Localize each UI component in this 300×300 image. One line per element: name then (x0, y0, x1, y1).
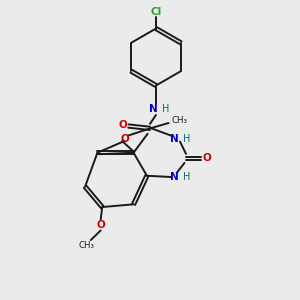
Text: O: O (118, 119, 127, 130)
Text: O: O (96, 220, 105, 230)
Text: O: O (202, 153, 211, 164)
Text: CH₃: CH₃ (79, 241, 94, 250)
Text: CH₃: CH₃ (171, 116, 188, 125)
Text: N: N (149, 104, 158, 115)
Text: Cl: Cl (150, 7, 162, 17)
Text: O: O (120, 134, 129, 144)
Text: N: N (169, 134, 178, 144)
Text: N: N (169, 172, 178, 182)
Text: H: H (183, 134, 190, 144)
Text: H: H (183, 172, 190, 182)
Text: H: H (162, 104, 169, 115)
